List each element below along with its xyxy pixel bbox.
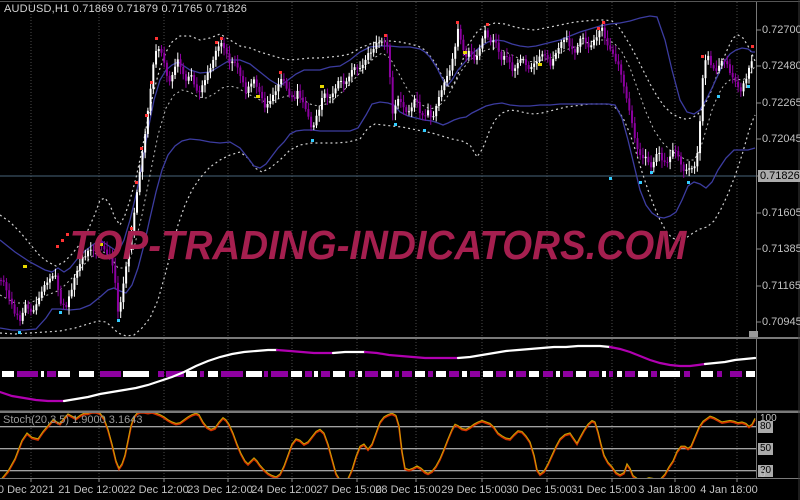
stoch-signal-line <box>1 413 756 478</box>
time-axis-label: 24 Dec 12:00 <box>251 484 317 496</box>
trend-subwindow[interactable] <box>0 344 756 403</box>
time-axis-label: 30 Dec 15:00 <box>506 484 572 496</box>
stoch-indicator-label: Stoch(20,3,5) 1.9000 3.1643 <box>3 414 143 426</box>
time-axis-label: 21 Dec 12:00 <box>58 484 124 496</box>
price-axis-label: 0.72265 <box>762 97 800 109</box>
watermark-text: TOP-TRADING-INDICATORS.COM <box>69 222 687 268</box>
time-axis-label: 22 Dec 12:00 <box>123 484 189 496</box>
time-axis-label: 23 Dec 12:00 <box>187 484 253 496</box>
stoch-axis-label: 20 <box>758 465 774 477</box>
stoch-axis-label: 0 <box>760 469 766 480</box>
stoch-subwindow[interactable] <box>0 412 756 483</box>
band-upper-solid <box>0 15 755 273</box>
time-axis-label: 29 Dec 15:00 <box>441 484 507 496</box>
band-lower-dotted <box>0 103 756 337</box>
price-axis-label: 0.72045 <box>762 133 800 145</box>
time-axis-label: 3 Jan 18:00 <box>638 484 696 496</box>
price-axis-label: 0.71605 <box>762 207 800 219</box>
main-chart[interactable] <box>0 15 756 337</box>
chart-title: AUDUSD,H1 0.71869 0.71879 0.71765 0.7182… <box>4 3 248 15</box>
band-lower-solid <box>0 101 756 331</box>
time-axis-label: 31 Dec 15:00 <box>571 484 637 496</box>
price-axis-label: 0.70945 <box>762 316 800 328</box>
price-axis-label: 0.72700 <box>762 24 800 36</box>
time-axis-label: 4 Jan 18:00 <box>700 484 758 496</box>
time-axis-label: 28 Dec 15:00 <box>375 484 441 496</box>
price-axis-label: 0.72480 <box>762 60 800 72</box>
stoch-axis-label: 80 <box>758 421 774 433</box>
window-resize-grip <box>749 331 758 337</box>
price-axis-label: 0.71165 <box>762 280 800 292</box>
band-upper-dotted <box>0 19 756 267</box>
band-middle-dotted <box>0 39 756 304</box>
time-axis-label: 27 Dec 15:00 <box>316 484 382 496</box>
stoch-axis-label: 100 <box>760 413 777 424</box>
candles <box>0 21 753 326</box>
price-axis-label: 0.71385 <box>762 243 800 255</box>
time-axis-label: 20 Dec 2021 <box>0 484 55 496</box>
stoch-axis-label: 50 <box>758 443 774 455</box>
current-price-label: 0.71826 <box>758 170 800 182</box>
